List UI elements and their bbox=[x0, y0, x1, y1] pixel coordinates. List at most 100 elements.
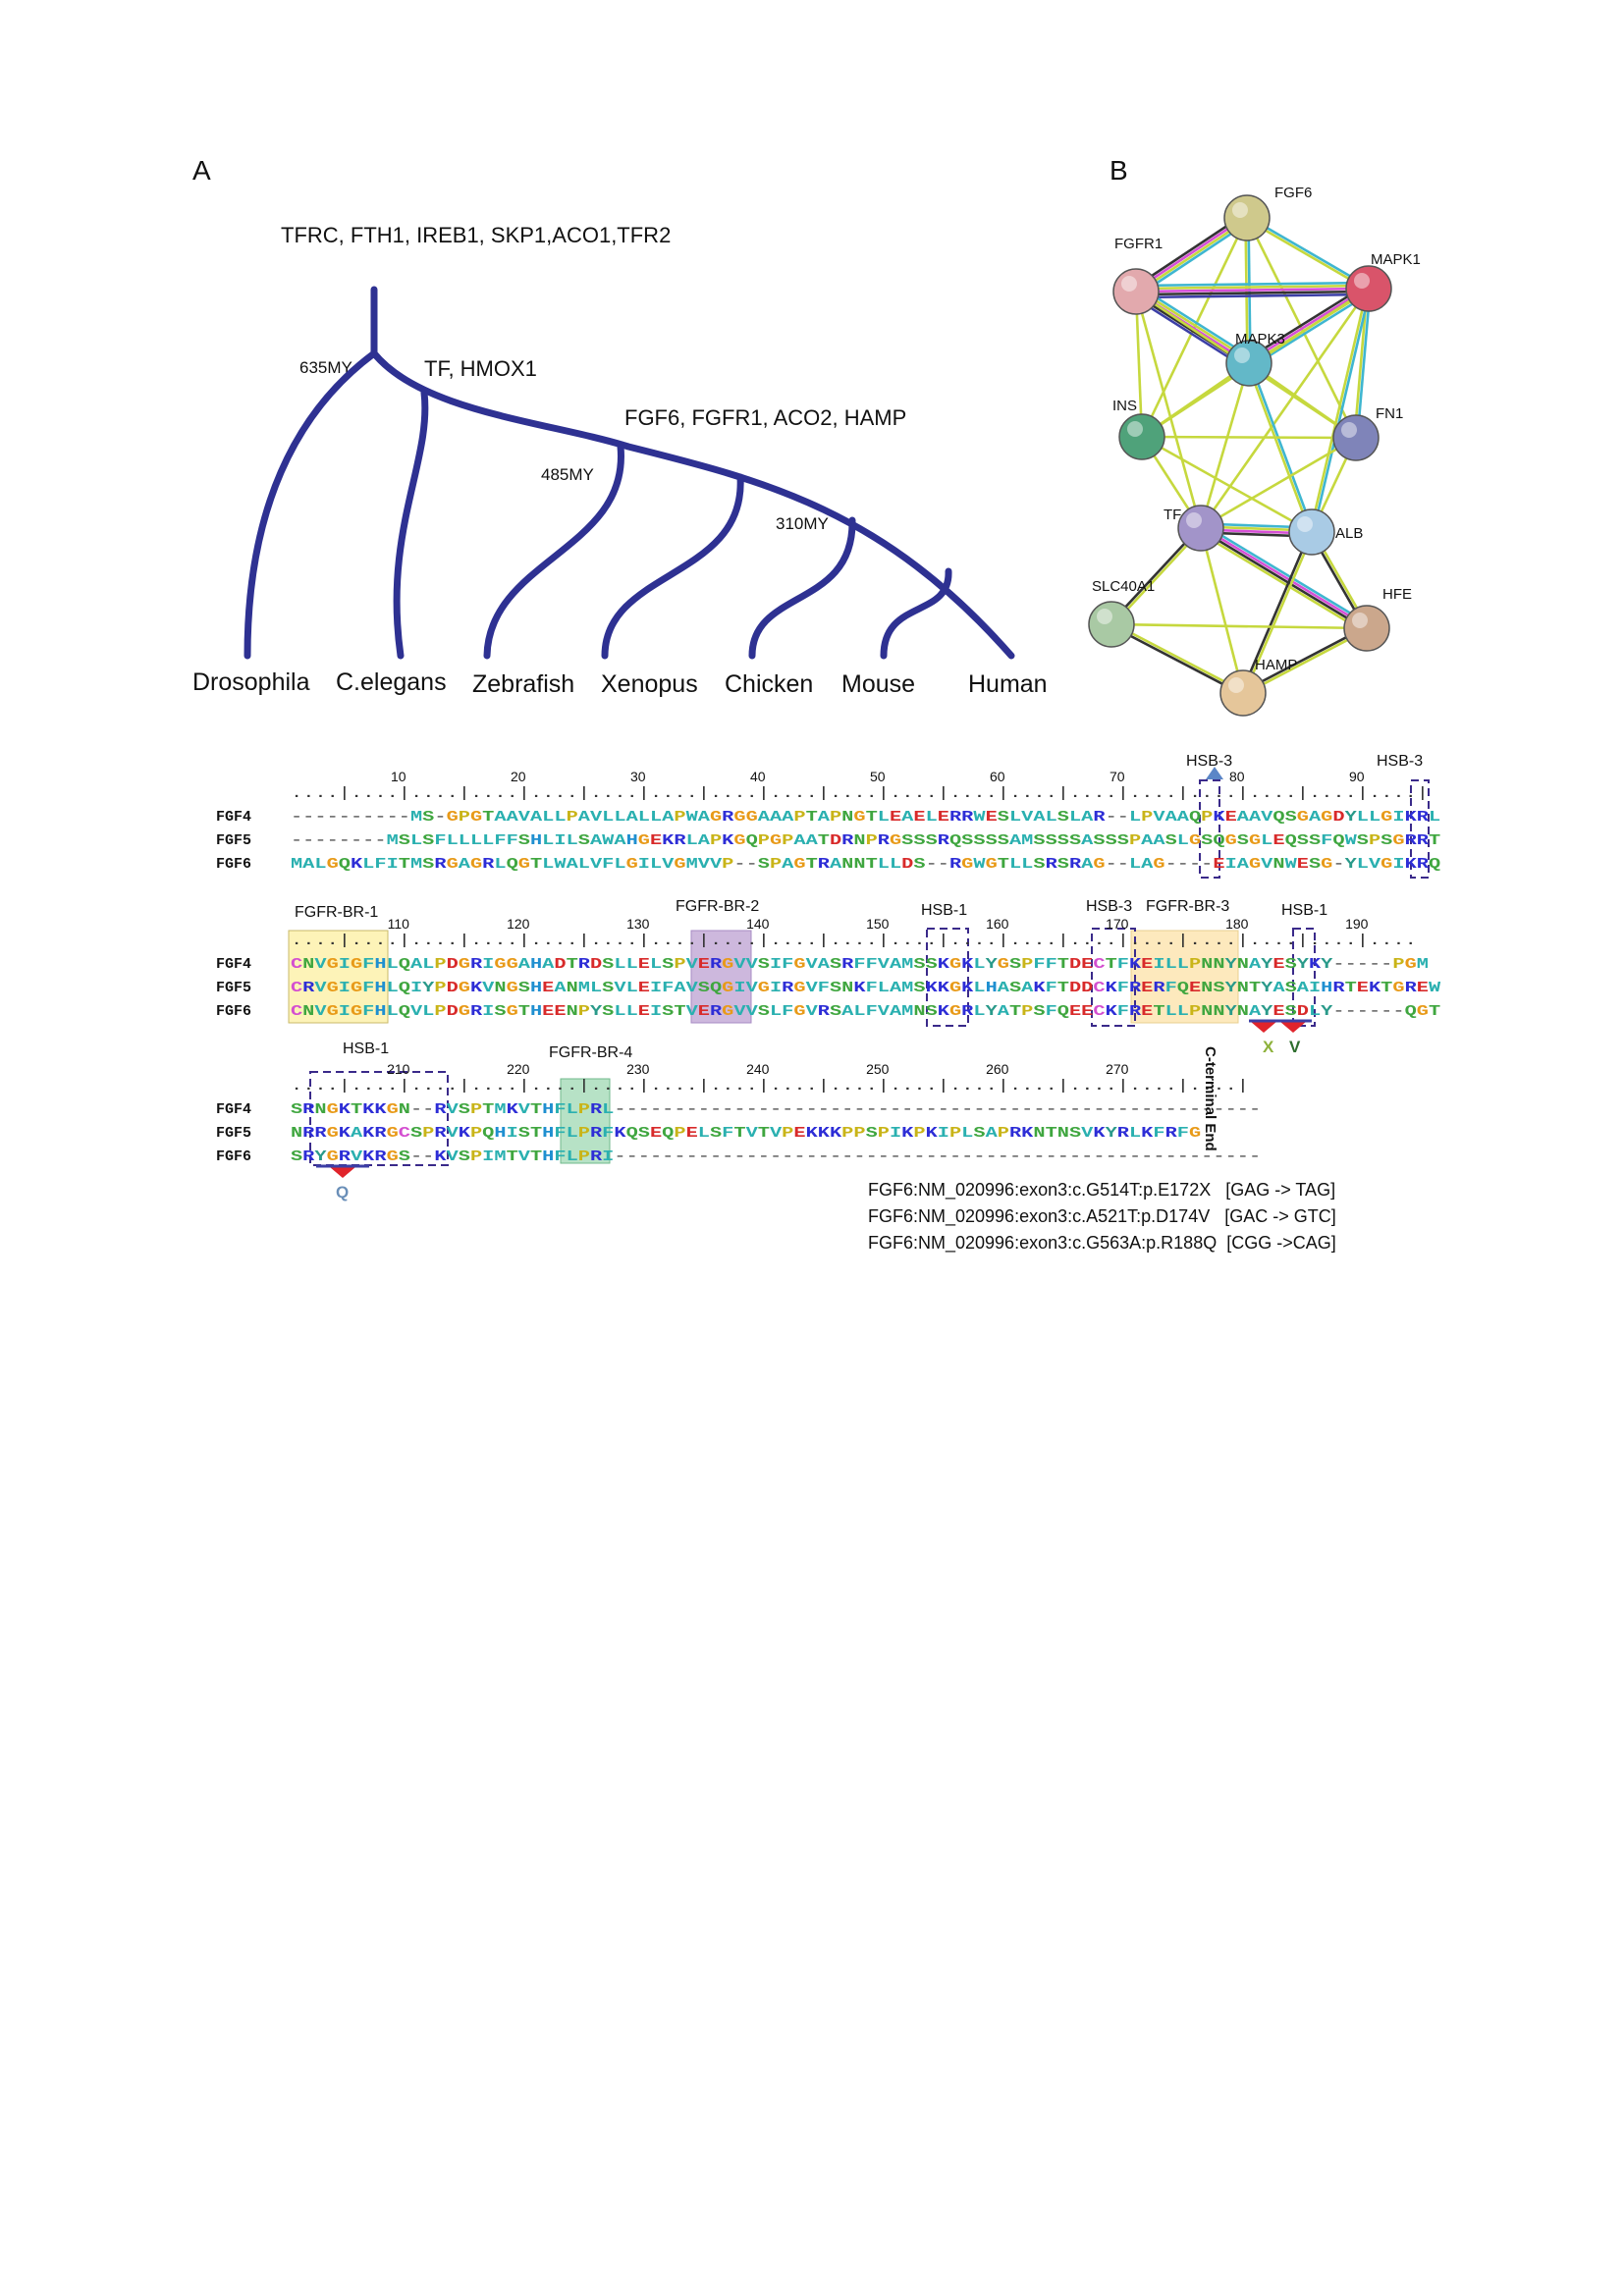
network-node[interactable]: TF bbox=[1164, 505, 1224, 552]
network-edge bbox=[1111, 621, 1245, 693]
tree-branch-chicken bbox=[748, 516, 856, 660]
species-label: Mouse bbox=[841, 670, 915, 698]
region-label-hsb3: HSB-3 bbox=[1377, 753, 1423, 770]
alignment-block: 210 220 230 240 250 260 270....|....|....|....… bbox=[216, 1061, 1261, 1165]
highlight-fgfr-br-1 bbox=[288, 930, 389, 1024]
alignment-position: 70 bbox=[1110, 769, 1125, 784]
network-node-shine bbox=[1341, 422, 1357, 438]
sequence-name: FGF6 bbox=[216, 856, 251, 873]
highlight-fgfr-br-3 bbox=[1130, 930, 1239, 1024]
network-edge bbox=[1110, 624, 1243, 696]
alignment-position: 30 bbox=[630, 769, 646, 784]
sequence-name: FGF5 bbox=[216, 832, 251, 849]
alignment-position: 10 bbox=[391, 769, 406, 784]
phylogenetic-tree bbox=[244, 286, 1015, 660]
network-edge bbox=[1136, 290, 1370, 296]
network-node[interactable]: FN1 bbox=[1332, 405, 1403, 461]
hsb1-box-1 bbox=[926, 928, 969, 1027]
network-edge bbox=[1141, 435, 1313, 534]
tree-branch-drosophila bbox=[244, 349, 378, 660]
region-label-fgfr-br2: FGFR-BR-2 bbox=[676, 898, 759, 915]
network-edge bbox=[1243, 532, 1315, 695]
network-node[interactable]: SLC40A1 bbox=[1088, 578, 1155, 648]
network-node-label: HFE bbox=[1382, 586, 1412, 603]
alignment-position: 90 bbox=[1349, 769, 1365, 784]
network-node[interactable]: FGFR1 bbox=[1112, 236, 1163, 315]
branch-genes-label-2: FGF6, FGFR1, ACO2, HAMP bbox=[624, 405, 906, 430]
network-edge bbox=[1134, 291, 1144, 438]
region-label-hsb1: HSB-1 bbox=[343, 1041, 389, 1057]
alignment-ruler: ....|....|....|....|....|....|....|....|… bbox=[291, 1078, 1249, 1095]
network-node[interactable]: MAPK1 bbox=[1345, 251, 1421, 312]
mutation-letter-v: V bbox=[1289, 1038, 1301, 1056]
branch-genes-label-1: TF, HMOX1 bbox=[424, 356, 537, 381]
network-node-shine bbox=[1352, 613, 1368, 628]
mutation-letter-q: Q bbox=[336, 1183, 349, 1201]
mutation-note: FGF6:NM_020996:exon3:c.A521T:p.D174V [GA… bbox=[868, 1206, 1336, 1226]
alignment-position: 270 bbox=[1106, 1061, 1129, 1077]
hsb3-box-3 bbox=[1091, 928, 1136, 1027]
network-edge bbox=[1135, 281, 1369, 288]
network-edge bbox=[1136, 293, 1370, 299]
network-edge bbox=[1202, 523, 1370, 626]
alignment-block: 10 20 30 40 50 60 70 80 90....|....|....|....|..… bbox=[216, 769, 1440, 873]
network-node-shine bbox=[1354, 273, 1370, 289]
alignment-position: 160 bbox=[986, 916, 1009, 932]
region-highlights bbox=[288, 930, 1239, 1164]
alignment-block: 110 120 130 140 150 160 170 180 190....|....|...… bbox=[216, 916, 1440, 1020]
alignment-position: 140 bbox=[746, 916, 770, 932]
network-node[interactable]: FGF6 bbox=[1223, 185, 1312, 241]
network-node-circle bbox=[1088, 601, 1135, 648]
network-node-shine bbox=[1232, 202, 1248, 218]
hsb-boxes bbox=[309, 779, 1430, 1166]
network-node-shine bbox=[1228, 677, 1244, 693]
network-edge bbox=[1247, 286, 1369, 363]
network-node-circle bbox=[1225, 340, 1272, 387]
network-edge bbox=[1201, 525, 1369, 628]
time-label-485: 485MY bbox=[541, 465, 594, 484]
network-edge bbox=[1245, 284, 1368, 361]
network-edge bbox=[1135, 284, 1369, 291]
network-node[interactable]: INS bbox=[1112, 398, 1165, 460]
sequence-name: FGF4 bbox=[216, 956, 251, 973]
network-node-shine bbox=[1121, 276, 1137, 292]
panel-a: A TFRC, FTH1, IREB1, SKP1,ACO1,TFR2 TF, … bbox=[192, 155, 1048, 698]
network-nodes: FGF6 FGFR1 MAPK1 MAPK3 INS FN1 TF ALB SLC40A1 HFE… bbox=[1088, 185, 1421, 717]
alignment-position: 50 bbox=[870, 769, 886, 784]
network-node-circle bbox=[1177, 505, 1224, 552]
network-node[interactable]: ALB bbox=[1288, 508, 1363, 556]
network-node[interactable]: HAMP bbox=[1219, 657, 1297, 717]
region-label-hsb3: HSB-3 bbox=[1186, 753, 1232, 770]
panel-a-label: A bbox=[192, 155, 211, 186]
sequence-name: FGF5 bbox=[216, 1125, 251, 1142]
network-node[interactable]: HFE bbox=[1343, 586, 1412, 652]
panel-b-label: B bbox=[1110, 155, 1128, 186]
alignment-position: 240 bbox=[746, 1061, 770, 1077]
network-edge bbox=[1199, 288, 1371, 529]
network-node-label: FGFR1 bbox=[1114, 236, 1163, 252]
region-label-fgfr-br1: FGFR-BR-1 bbox=[295, 904, 378, 921]
alignment-position: 260 bbox=[986, 1061, 1009, 1077]
network-edge bbox=[1135, 287, 1370, 294]
alignment-position: 170 bbox=[1106, 916, 1129, 932]
alignment-position: 250 bbox=[866, 1061, 890, 1077]
hsb3-box-1 bbox=[1199, 779, 1220, 879]
region-label-hsb1: HSB-1 bbox=[1281, 902, 1327, 919]
sequence-name: FGF4 bbox=[216, 809, 251, 826]
species-labels: Drosophila C.elegans Zebrafish Xenopus C… bbox=[192, 668, 1048, 698]
hsb3-box-2 bbox=[1410, 779, 1430, 879]
network-node[interactable]: MAPK3 bbox=[1225, 331, 1285, 387]
network-node-label: MAPK3 bbox=[1235, 331, 1285, 347]
species-label: Chicken bbox=[725, 670, 813, 698]
network-edge bbox=[1199, 528, 1367, 631]
network-edge bbox=[1240, 530, 1312, 693]
alignment-position: 80 bbox=[1229, 769, 1245, 784]
tree-branch-zebrafish bbox=[483, 443, 624, 660]
network-edge bbox=[1312, 289, 1372, 533]
mutation-note: FGF6:NM_020996:exon3:c.G514T:p.E172X [GA… bbox=[868, 1180, 1336, 1200]
network-edge bbox=[1110, 622, 1368, 630]
